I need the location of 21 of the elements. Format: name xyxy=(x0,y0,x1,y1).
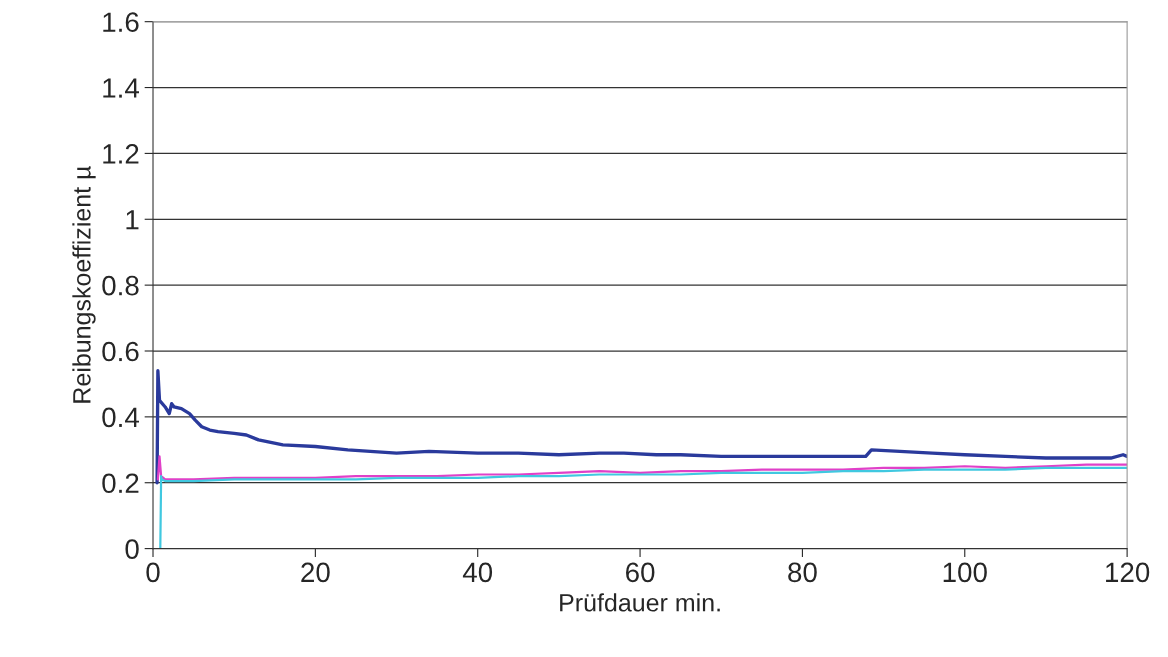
y-axis-title: Reibungskoeffizient µ xyxy=(72,166,96,403)
x-tick-label: 60 xyxy=(626,562,655,583)
x-tick-label: 20 xyxy=(301,562,330,583)
x-axis-title: Prüfdauer min. xyxy=(560,593,720,612)
y-tick-label: 0.4 xyxy=(102,407,139,428)
y-tick-label: 1.2 xyxy=(103,144,139,164)
line-series xyxy=(159,466,1128,549)
x-tick-label: 0 xyxy=(146,562,160,583)
x-tick-label: 120 xyxy=(1106,562,1150,583)
x-tick-label: 80 xyxy=(788,562,817,583)
y-tick-label: 1.4 xyxy=(103,78,139,98)
y-tick-label: 1 xyxy=(126,210,139,230)
y-tick-label: 0 xyxy=(125,539,139,559)
line-series xyxy=(156,455,1128,481)
x-tick-label: 40 xyxy=(462,562,493,583)
x-tick-label: 100 xyxy=(943,562,987,583)
line-series xyxy=(155,369,1128,485)
y-tick-label: 1.6 xyxy=(103,12,139,33)
y-tick-label: 0.6 xyxy=(102,341,139,362)
y-tick-label: 0.2 xyxy=(102,473,139,494)
y-tick-label: 0.8 xyxy=(102,275,139,296)
